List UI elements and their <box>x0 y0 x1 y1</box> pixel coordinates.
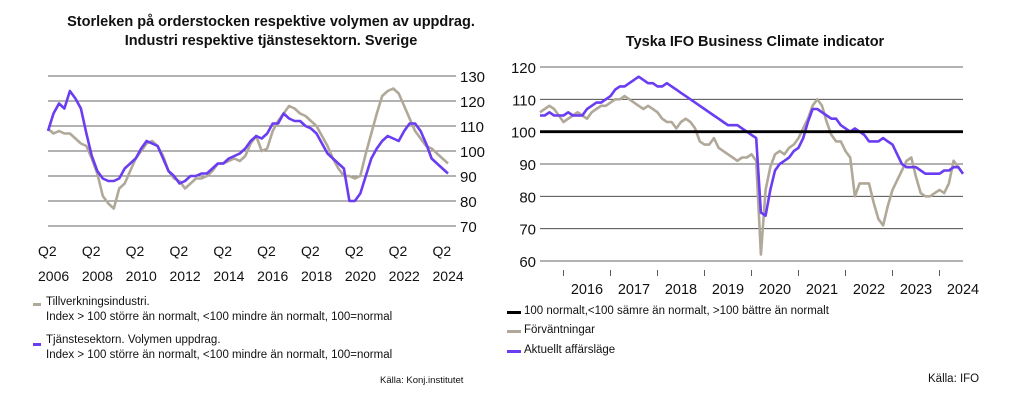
y-tick-left-70: 70 <box>460 219 477 236</box>
x-tick-right-2020: 2020 <box>759 282 791 298</box>
legend-services: Tjänstesektorn. Volymen uppdrag. Index >… <box>46 333 392 363</box>
x-tick-left-2014: 2014 <box>213 268 244 284</box>
x-tick-left-top-2018: Q2 <box>301 243 320 259</box>
y-tick-left-110: 110 <box>460 119 484 136</box>
legend-swatch-services <box>33 343 41 346</box>
legend-expectations: Förväntningar <box>524 324 595 336</box>
legend-manufacturing-line1: Tillverkningsindustri. <box>46 296 150 308</box>
legend-swatch-expectations <box>507 330 521 333</box>
x-tick-left-2020: 2020 <box>345 268 376 284</box>
legend-reference: 100 normalt,<100 sämre än normalt, >100 … <box>524 305 829 317</box>
x-tick-right-2023: 2023 <box>900 282 932 298</box>
series-line-right-1 <box>539 94 965 256</box>
right-source: Källa: IFO <box>928 373 980 385</box>
x-tick-left-top-2014: Q2 <box>213 243 232 259</box>
legend-swatch-reference <box>507 311 521 314</box>
x-tick-left-top-2010: Q2 <box>126 243 145 259</box>
x-tick-left-2008: 2008 <box>82 268 113 284</box>
x-tick-left-2022: 2022 <box>389 268 420 284</box>
y-tick-left-90: 90 <box>460 169 477 186</box>
y-tick-right-120: 120 <box>511 60 536 77</box>
y-tick-right-60: 60 <box>519 254 536 271</box>
y-tick-right-80: 80 <box>519 189 536 206</box>
y-tick-right-110: 110 <box>512 92 536 109</box>
legend-manufacturing-line2: Index > 100 större än normalt, <100 mind… <box>46 311 393 323</box>
x-tick-right-2021: 2021 <box>806 282 838 298</box>
legend-manufacturing: Tillverkningsindustri. Index > 100 störr… <box>46 295 392 325</box>
left-source: Källa: Konj.institutet <box>380 375 464 386</box>
series-line-left-2 <box>46 89 449 203</box>
series-line-left-1 <box>47 87 449 210</box>
y-tick-left-80: 80 <box>460 194 477 211</box>
left-title-line1: Storleken på orderstocken respektive vol… <box>67 14 475 30</box>
x-tick-left-2006: 2006 <box>38 268 69 284</box>
legend-current: Aktuellt affärsläge <box>524 344 616 356</box>
y-tick-left-130: 130 <box>460 69 485 86</box>
x-tick-left-top-2016: Q2 <box>257 243 276 259</box>
x-tick-right-2022: 2022 <box>853 282 885 298</box>
x-tick-left-2012: 2012 <box>170 268 201 284</box>
x-tick-left-top-2024: Q2 <box>433 243 452 259</box>
x-tick-left-2016: 2016 <box>257 268 288 284</box>
y-tick-left-120: 120 <box>460 94 485 111</box>
y-tick-right-100: 100 <box>511 125 536 142</box>
x-tick-left-2010: 2010 <box>126 268 157 284</box>
x-tick-left-top-2022: Q2 <box>389 243 408 259</box>
left-title-line2: Industri respektive tjänstesektorn. Sver… <box>124 33 418 49</box>
x-tick-left-2018: 2018 <box>301 268 332 284</box>
legend-services-line1: Tjänstesektorn. Volymen uppdrag. <box>46 334 221 346</box>
x-tick-right-2017: 2017 <box>618 282 650 298</box>
right-chart-title: Tyska IFO Business Climate indicator <box>625 34 885 50</box>
y-tick-right-90: 90 <box>519 157 536 174</box>
x-tick-right-2024: 2024 <box>947 282 979 298</box>
legend-services-line2: Index > 100 större än normalt, <100 mind… <box>46 349 393 361</box>
y-tick-left-100: 100 <box>460 144 485 161</box>
legend-swatch-manufacturing <box>33 303 41 306</box>
x-tick-left-top-2012: Q2 <box>170 243 189 259</box>
left-chart-title: Storleken på orderstocken respektive vol… <box>36 13 506 51</box>
x-tick-right-2018: 2018 <box>665 282 697 298</box>
series-line-right-2 <box>540 75 965 217</box>
legend-swatch-current <box>507 350 521 353</box>
x-tick-left-2024: 2024 <box>433 268 464 284</box>
x-tick-right-2016: 2016 <box>571 282 603 298</box>
x-tick-left-top-2020: Q2 <box>345 243 364 259</box>
x-tick-left-top-2008: Q2 <box>82 243 101 259</box>
y-tick-right-70: 70 <box>519 222 536 239</box>
x-tick-right-2019: 2019 <box>712 282 744 298</box>
x-tick-left-top-2006: Q2 <box>38 243 57 259</box>
